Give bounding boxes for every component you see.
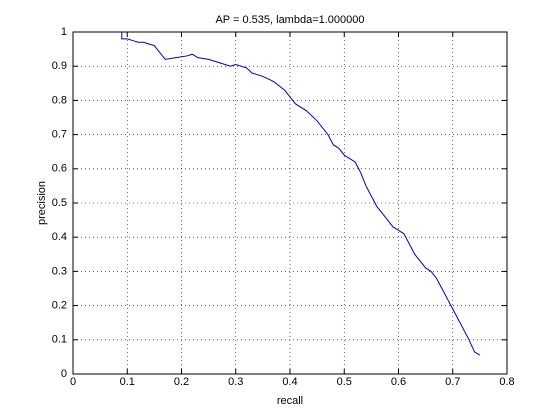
y-tick-label: 0.4: [52, 231, 67, 243]
y-tick-label: 0.6: [52, 163, 67, 175]
x-tick-label: 0.8: [499, 376, 514, 388]
y-tick-label: 1: [61, 26, 67, 38]
x-tick-label: 0.7: [445, 376, 460, 388]
y-tick-label: 0: [61, 368, 67, 380]
y-tick-label: 0.1: [52, 334, 67, 346]
y-tick-label: 0.7: [52, 129, 67, 141]
pr-curve: [121, 32, 481, 356]
x-axis-label: recall: [277, 395, 303, 407]
x-tick-label: 0: [70, 376, 76, 388]
x-tick-label: 0.1: [120, 376, 135, 388]
y-tick-label: 0.5: [52, 197, 67, 209]
y-tick-label: 0.2: [52, 300, 67, 312]
y-tick-label: 0.3: [52, 265, 67, 277]
x-tick-label: 0.4: [282, 376, 297, 388]
x-tick-label: 0.3: [228, 376, 243, 388]
x-tick-label: 0.6: [391, 376, 406, 388]
y-axis-label: precision: [36, 181, 48, 225]
x-tick-label: 0.5: [337, 376, 352, 388]
y-tick-label: 0.8: [52, 94, 67, 106]
y-tick-label: 0.9: [52, 60, 67, 72]
x-tick-label: 0.2: [174, 376, 189, 388]
chart-title: AP = 0.535, lambda=1.000000: [215, 14, 364, 26]
